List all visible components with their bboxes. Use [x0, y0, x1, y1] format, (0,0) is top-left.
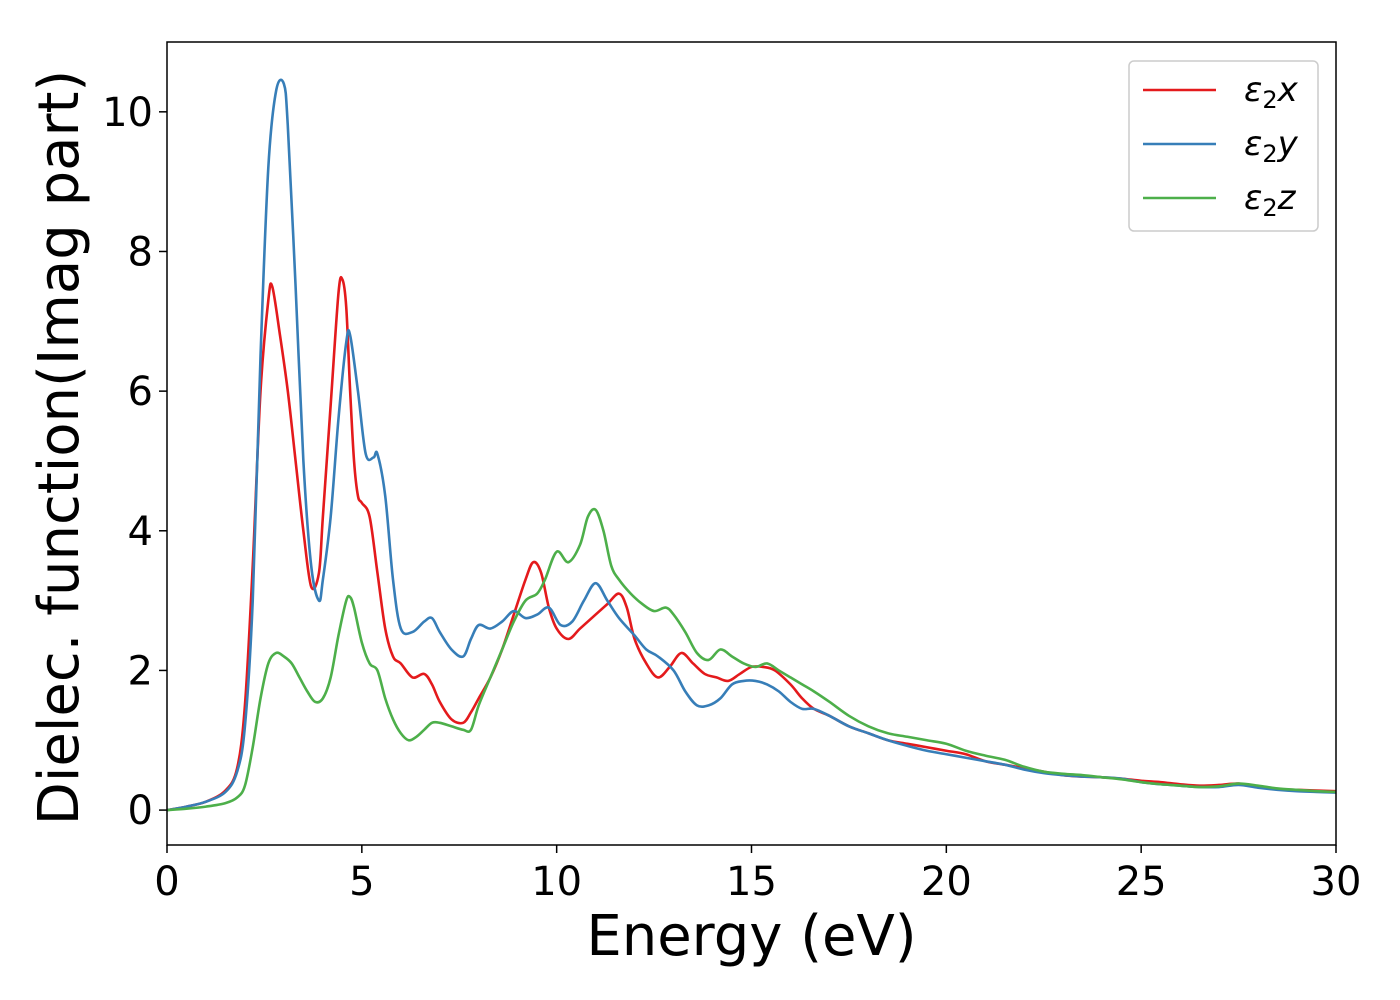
legend-label: ε2x	[1244, 70, 1299, 114]
y-tick-label: 6	[128, 369, 153, 415]
x-axis-label: Energy (eV)	[586, 904, 916, 969]
y-axis: 0 2 4 6 8 10	[102, 90, 167, 834]
legend-box	[1128, 60, 1319, 232]
x-tick-label: 5	[349, 859, 374, 905]
y-tick-label: 8	[128, 229, 153, 275]
y-tick-label: 4	[128, 509, 153, 555]
x-tick-label: 20	[921, 859, 972, 905]
series-line-x	[166, 275, 1337, 812]
y-axis-label: Dielec. function(Imag part)	[27, 70, 92, 826]
x-axis: 0 5 10 15 20 25 30	[154, 845, 1361, 905]
legend-label: ε2z	[1244, 178, 1297, 222]
y-tick-label: 2	[128, 648, 153, 694]
x-tick-label: 15	[726, 859, 777, 905]
x-tick-label: 30	[1311, 859, 1362, 905]
y-tick-label: 10	[102, 90, 153, 136]
y-tick-label: 0	[128, 788, 153, 834]
x-tick-label: 25	[1116, 859, 1167, 905]
plot-lines	[166, 78, 1337, 812]
legend-label: ε2y	[1244, 124, 1299, 168]
legend: ε2x ε2y ε2z	[1128, 60, 1319, 232]
x-tick-label: 0	[154, 859, 179, 905]
series-line-y	[166, 78, 1337, 812]
series-line-z	[166, 507, 1337, 812]
x-tick-label: 10	[531, 859, 582, 905]
